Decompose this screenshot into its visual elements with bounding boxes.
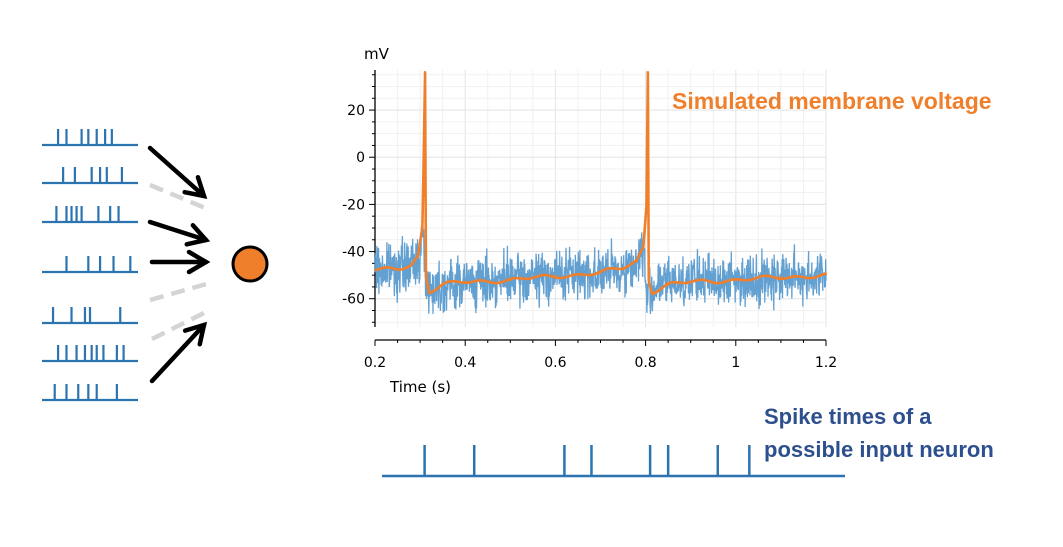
arrow-shaft [147, 219, 209, 243]
input-spike-trains [42, 129, 138, 402]
excitatory-arrow-1 [147, 145, 208, 199]
arrow-shaft [147, 145, 207, 199]
arrow-head [186, 249, 211, 275]
voltage-plot: 20 0 -20 -40 -60 0.2 0.4 0.6 0.8 1 1.2 mV Time (s) [342, 45, 837, 396]
input-train-2 [42, 167, 138, 185]
spike-title-line-1: Spike times of a [764, 404, 932, 429]
spike-title-line-2: possible input neuron [764, 437, 994, 462]
x-axis-label: Time (s) [389, 378, 451, 396]
arrow-head [182, 321, 208, 347]
arrow-head [184, 223, 211, 247]
input-train-5 [42, 307, 138, 325]
plot-axes: 20 0 -20 -40 -60 0.2 0.4 0.6 0.8 1 1.2 [342, 70, 837, 371]
y-tick-label: -20 [342, 197, 365, 213]
x-tick-label: 1.2 [815, 355, 837, 371]
y-tick-label: -60 [342, 292, 365, 308]
silent-connection-6 [150, 307, 212, 342]
input-train-6 [42, 345, 138, 363]
y-tick-label: 0 [356, 150, 365, 166]
excitatory-arrow-4 [149, 249, 211, 275]
x-tick-label: 0.4 [454, 355, 476, 371]
y-axis-label: mV [364, 45, 390, 63]
silent-connection-5 [149, 280, 211, 303]
plot-series [374, 71, 828, 314]
arrow-head [182, 174, 208, 199]
excitatory-arrow-3 [147, 219, 211, 247]
x-tick-label: 0.2 [364, 355, 386, 371]
arrow-shaft [149, 322, 207, 384]
output-neuron [231, 245, 269, 283]
voltage-title: Simulated membrane voltage [672, 88, 992, 114]
synaptic-connections [147, 145, 212, 384]
y-tick-label: -40 [342, 245, 365, 261]
input-train-7 [42, 384, 138, 402]
excitatory-arrow-7 [149, 321, 208, 384]
example-input-spike-train [382, 445, 845, 478]
mean-voltage-trace [374, 71, 828, 296]
input-train-3 [42, 206, 138, 224]
x-tick-label: 1 [731, 355, 740, 371]
silent-connection-2 [149, 182, 211, 213]
spike-title: Spike times of a possible input neuron [764, 400, 994, 466]
x-tick-label: 0.8 [634, 355, 656, 371]
input-train-4 [42, 256, 138, 274]
x-tick-label: 0.6 [544, 355, 566, 371]
y-tick-label: 20 [347, 103, 365, 119]
input-train-1 [42, 129, 138, 147]
